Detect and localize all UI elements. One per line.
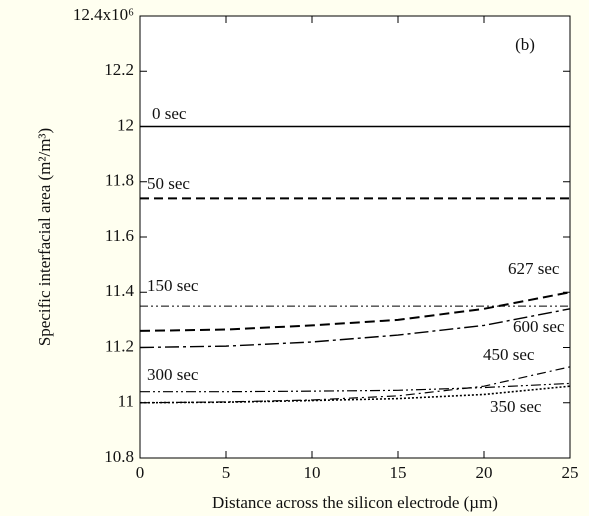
y-tick-label: 11 xyxy=(118,392,134,411)
series-label: 627 sec xyxy=(508,259,560,278)
series-label: 450 sec xyxy=(483,345,535,364)
x-tick-label: 25 xyxy=(562,463,579,482)
series-label: 50 sec xyxy=(147,174,190,193)
x-axis-title: Distance across the silicon electrode (µ… xyxy=(212,493,498,512)
plot-area xyxy=(139,15,571,459)
y-axis-title: Specific interfacial area (m²/m³) xyxy=(35,128,54,346)
series-label: 0 sec xyxy=(152,104,187,123)
y-tick-label: 10.8 xyxy=(104,447,134,466)
line xyxy=(140,382,571,393)
x-tick-label: 5 xyxy=(222,463,231,482)
line xyxy=(139,366,571,404)
y-tick-label: 12.2 xyxy=(104,60,134,79)
y-tick-label: 11.4 xyxy=(105,281,135,300)
y-tick-label: 11.6 xyxy=(105,226,134,245)
series-label: 300 sec xyxy=(147,365,199,384)
line xyxy=(139,291,571,332)
x-tick-label: 0 xyxy=(136,463,145,482)
annotation: (b) xyxy=(515,35,535,54)
y-tick-label: 11.2 xyxy=(105,336,134,355)
series-label: 350 sec xyxy=(490,397,542,416)
x-tick-label: 15 xyxy=(390,463,407,482)
x-tick-label: 20 xyxy=(476,463,493,482)
line xyxy=(139,308,571,349)
series-label: 600 sec xyxy=(513,317,565,336)
y-tick-label: 11.8 xyxy=(105,171,134,190)
x-tick-label: 10 xyxy=(304,463,321,482)
y-tick-label: 12.4x10⁶ xyxy=(73,5,134,24)
y-tick-label: 12 xyxy=(117,115,134,134)
series-label: 150 sec xyxy=(147,276,199,295)
